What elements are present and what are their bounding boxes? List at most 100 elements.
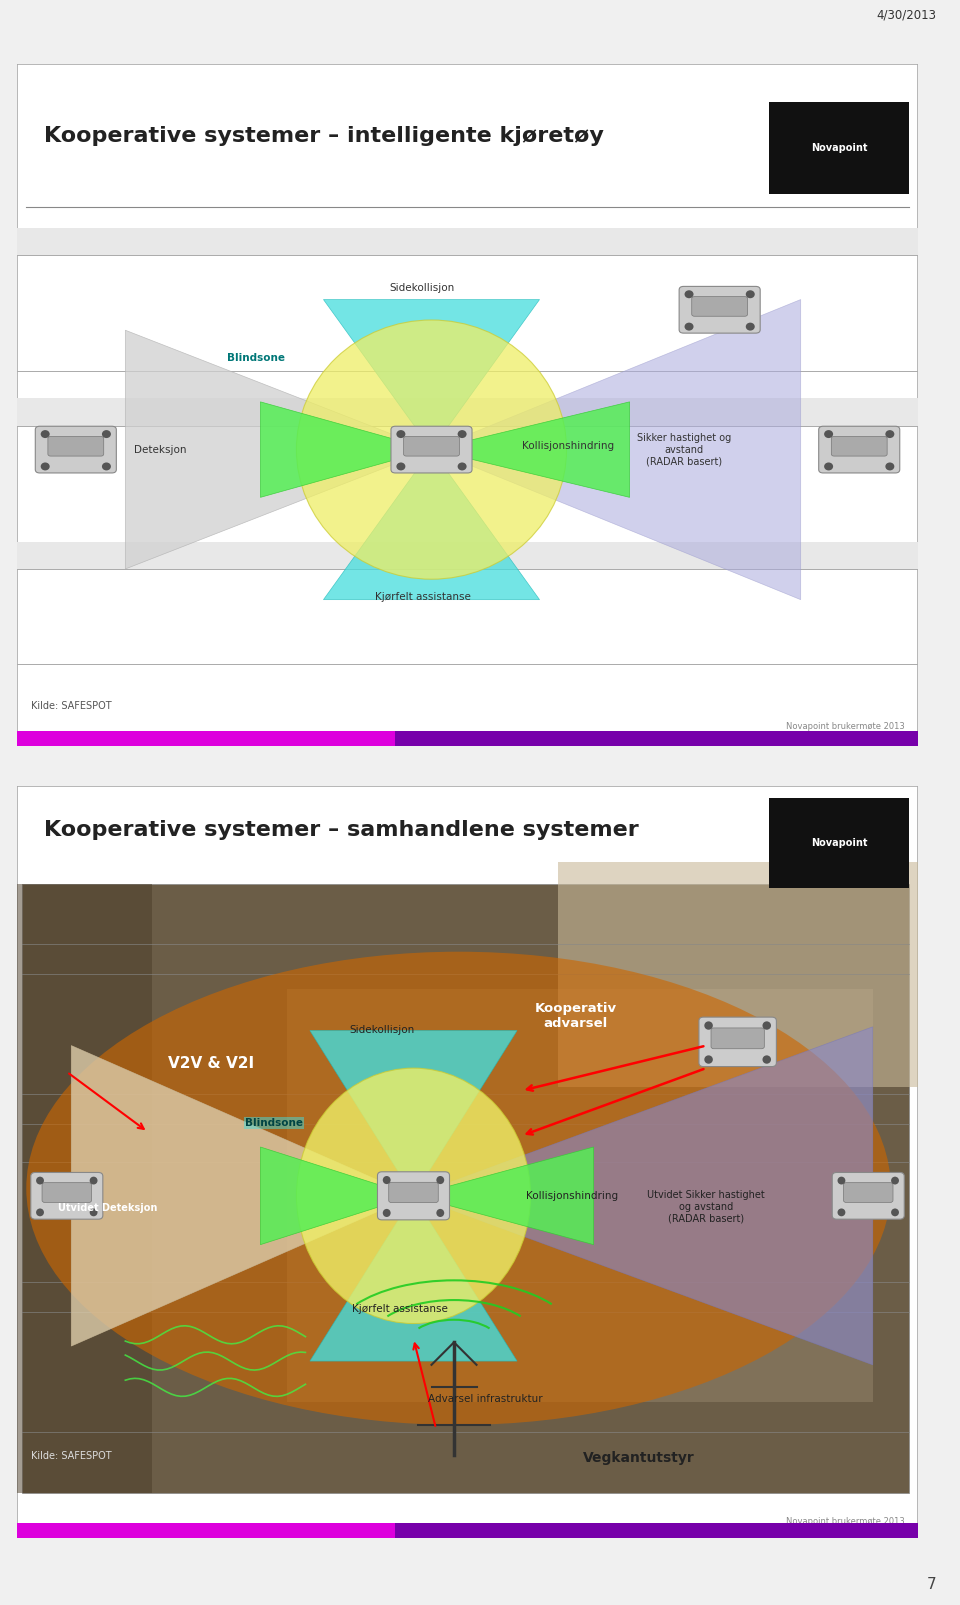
- Ellipse shape: [705, 1056, 713, 1064]
- Ellipse shape: [437, 1209, 444, 1217]
- Polygon shape: [414, 1148, 593, 1244]
- Ellipse shape: [297, 1067, 531, 1324]
- Ellipse shape: [684, 323, 693, 331]
- Text: Kooperative systemer – intelligente kjøretøy: Kooperative systemer – intelligente kjør…: [44, 125, 604, 146]
- Ellipse shape: [824, 462, 833, 470]
- Text: Kilde: SAFESPOT: Kilde: SAFESPOT: [31, 1451, 111, 1461]
- Ellipse shape: [102, 430, 111, 438]
- FancyBboxPatch shape: [17, 732, 396, 746]
- Polygon shape: [414, 1027, 873, 1364]
- Ellipse shape: [824, 430, 833, 438]
- FancyBboxPatch shape: [819, 427, 900, 473]
- Ellipse shape: [437, 1176, 444, 1184]
- Ellipse shape: [762, 1056, 771, 1064]
- Ellipse shape: [383, 1176, 391, 1184]
- Text: Utvidet Deteksjon: Utvidet Deteksjon: [58, 1202, 157, 1213]
- FancyBboxPatch shape: [17, 786, 918, 1538]
- FancyBboxPatch shape: [42, 1183, 91, 1202]
- FancyBboxPatch shape: [832, 1173, 904, 1220]
- Polygon shape: [260, 1148, 414, 1244]
- FancyBboxPatch shape: [831, 437, 887, 456]
- FancyBboxPatch shape: [17, 228, 918, 255]
- FancyBboxPatch shape: [17, 64, 918, 746]
- Text: Kilde: SAFESPOT: Kilde: SAFESPOT: [31, 701, 111, 711]
- Ellipse shape: [885, 462, 895, 470]
- FancyBboxPatch shape: [769, 101, 909, 194]
- FancyBboxPatch shape: [22, 884, 909, 1493]
- Ellipse shape: [89, 1209, 98, 1217]
- FancyBboxPatch shape: [36, 427, 116, 473]
- Ellipse shape: [885, 430, 895, 438]
- Ellipse shape: [26, 952, 891, 1425]
- FancyBboxPatch shape: [389, 1183, 439, 1202]
- Text: 4/30/2013: 4/30/2013: [876, 8, 936, 22]
- FancyBboxPatch shape: [391, 427, 472, 473]
- Ellipse shape: [40, 430, 50, 438]
- FancyBboxPatch shape: [17, 398, 918, 425]
- FancyBboxPatch shape: [396, 1523, 918, 1538]
- FancyBboxPatch shape: [711, 1027, 764, 1048]
- FancyBboxPatch shape: [48, 437, 104, 456]
- Ellipse shape: [458, 430, 467, 438]
- Ellipse shape: [383, 1209, 391, 1217]
- FancyBboxPatch shape: [396, 732, 918, 746]
- FancyBboxPatch shape: [679, 286, 760, 334]
- Polygon shape: [431, 300, 801, 600]
- Text: Kollisjonshindring: Kollisjonshindring: [526, 1191, 618, 1201]
- Text: Sidekollisjon: Sidekollisjon: [349, 1026, 415, 1035]
- FancyBboxPatch shape: [17, 884, 153, 1493]
- FancyBboxPatch shape: [31, 1173, 103, 1220]
- Ellipse shape: [746, 291, 755, 299]
- Text: 7: 7: [926, 1578, 936, 1592]
- FancyBboxPatch shape: [287, 989, 873, 1403]
- FancyBboxPatch shape: [17, 542, 918, 568]
- Text: Deteksjon: Deteksjon: [134, 445, 187, 454]
- FancyBboxPatch shape: [699, 1018, 777, 1067]
- Ellipse shape: [396, 430, 405, 438]
- Ellipse shape: [89, 1176, 98, 1184]
- FancyBboxPatch shape: [403, 437, 460, 456]
- Text: V2V & V2I: V2V & V2I: [168, 1056, 254, 1071]
- Ellipse shape: [458, 462, 467, 470]
- Polygon shape: [71, 1045, 414, 1347]
- Text: Novapoint: Novapoint: [810, 838, 867, 847]
- Ellipse shape: [837, 1209, 846, 1217]
- Text: Blindsone: Blindsone: [245, 1119, 303, 1128]
- Ellipse shape: [36, 1209, 44, 1217]
- Text: Sikker hastighet og
avstand
(RADAR basert): Sikker hastighet og avstand (RADAR baser…: [636, 433, 731, 465]
- FancyBboxPatch shape: [769, 798, 909, 888]
- Ellipse shape: [40, 462, 50, 470]
- Text: Novapoint brukermøte 2013: Novapoint brukermøte 2013: [785, 1517, 904, 1526]
- Text: Kooperativ
advarsel: Kooperativ advarsel: [535, 1002, 616, 1030]
- Ellipse shape: [102, 462, 111, 470]
- Ellipse shape: [705, 1021, 713, 1030]
- Ellipse shape: [837, 1176, 846, 1184]
- Ellipse shape: [36, 1176, 44, 1184]
- Ellipse shape: [891, 1209, 899, 1217]
- Text: Novapoint: Novapoint: [810, 143, 867, 152]
- Text: Vegkantutstyr: Vegkantutstyr: [583, 1451, 694, 1465]
- Ellipse shape: [684, 291, 693, 299]
- Polygon shape: [310, 1030, 517, 1196]
- Text: Kjørfelt assistanse: Kjørfelt assistanse: [352, 1305, 448, 1314]
- FancyBboxPatch shape: [17, 1523, 396, 1538]
- Ellipse shape: [762, 1021, 771, 1030]
- FancyBboxPatch shape: [844, 1183, 893, 1202]
- Ellipse shape: [297, 319, 566, 579]
- FancyBboxPatch shape: [377, 1172, 449, 1220]
- Text: Utvidet Sikker hastighet
og avstand
(RADAR basert): Utvidet Sikker hastighet og avstand (RAD…: [647, 1191, 765, 1223]
- Ellipse shape: [891, 1176, 899, 1184]
- Text: Kollisjonshindring: Kollisjonshindring: [521, 441, 613, 451]
- Text: Kooperative systemer – samhandlene systemer: Kooperative systemer – samhandlene syste…: [44, 820, 639, 841]
- FancyBboxPatch shape: [692, 297, 748, 316]
- Polygon shape: [324, 449, 540, 600]
- Polygon shape: [260, 401, 431, 498]
- Text: Advarsel infrastruktur: Advarsel infrastruktur: [428, 1395, 542, 1404]
- FancyBboxPatch shape: [558, 862, 918, 1087]
- Polygon shape: [310, 1196, 517, 1361]
- Text: Sidekollisjon: Sidekollisjon: [390, 282, 455, 292]
- Polygon shape: [126, 331, 431, 568]
- Polygon shape: [431, 401, 630, 498]
- Ellipse shape: [396, 462, 405, 470]
- Text: Novapoint brukermøte 2013: Novapoint brukermøte 2013: [785, 722, 904, 732]
